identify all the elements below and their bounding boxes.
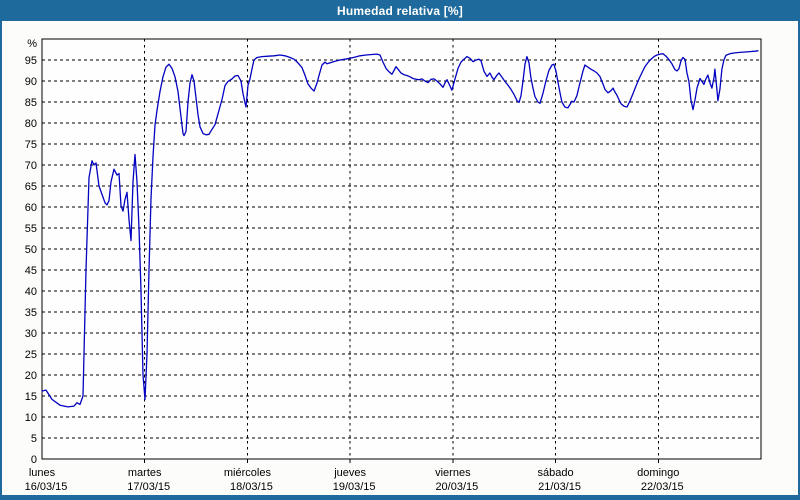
y-tick-label: 0 — [31, 454, 37, 466]
chart-title: Humedad relativa [%] — [336, 3, 464, 18]
y-tick-label: 65 — [25, 181, 37, 193]
y-tick-label: 5 — [31, 433, 37, 445]
y-tick-label: 80 — [25, 118, 37, 130]
y-tick-label: 10 — [25, 412, 37, 424]
day-label: viernes — [435, 467, 471, 479]
date-label: 20/03/15 — [435, 481, 478, 493]
axis-box — [41, 38, 762, 460]
date-label: 16/03/15 — [25, 481, 68, 493]
y-tick-label: 70 — [25, 160, 37, 172]
y-tick-label: 95 — [25, 55, 37, 67]
day-label: miércoles — [224, 467, 272, 479]
y-tick-label: 25 — [25, 349, 37, 361]
chart-area: 0 5 10 15 20 25 30 35 40 45 50 55 60 65 70 75 80 85 90 95% l… — [2, 21, 798, 494]
y-tick-label: 60 — [25, 202, 37, 214]
day-label: domingo — [637, 467, 679, 479]
y-tick-label: 30 — [25, 328, 37, 340]
date-label: 21/03/15 — [538, 481, 581, 493]
date-label: 22/03/15 — [641, 481, 684, 493]
y-tick-label: 75 — [25, 139, 37, 151]
day-label: lunes — [29, 467, 56, 479]
date-label: 18/03/15 — [230, 481, 273, 493]
day-label: jueves — [333, 467, 366, 479]
date-label: 17/03/15 — [127, 481, 170, 493]
humidity-line-chart: 0 5 10 15 20 25 30 35 40 45 50 55 60 65 70 75 80 85 90 95% l… — [25, 38, 762, 493]
y-tick-label: 40 — [25, 286, 37, 298]
y-axis-unit-label: % — [27, 38, 37, 50]
y-tick-label: 55 — [25, 223, 37, 235]
plot-background — [42, 39, 761, 459]
y-tick-label: 50 — [25, 244, 37, 256]
y-tick-label: 15 — [25, 391, 37, 403]
y-tick-label: 35 — [25, 307, 37, 319]
y-tick-label: 85 — [25, 97, 37, 109]
day-label: sábado — [538, 467, 574, 479]
date-label: 19/03/15 — [333, 481, 376, 493]
day-label: martes — [128, 467, 162, 479]
y-tick-label: 45 — [25, 265, 37, 277]
y-tick-label: 20 — [25, 370, 37, 382]
humidity-series-line — [41, 50, 759, 408]
y-tick-label: 90 — [25, 76, 37, 88]
title-bar: Humedad relativa [%] — [2, 0, 798, 21]
